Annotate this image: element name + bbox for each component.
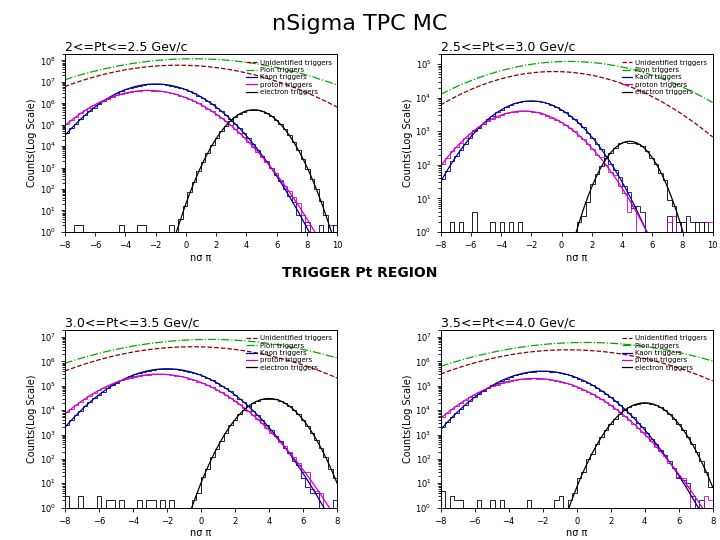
- Text: TRIGGER Pt REGION: TRIGGER Pt REGION: [282, 266, 438, 280]
- Y-axis label: Counts(Log Scale): Counts(Log Scale): [27, 99, 37, 187]
- Legend: Unidentified triggers, Pion triggers, Kaon triggers, proton triggers, electron t: Unidentified triggers, Pion triggers, Ka…: [244, 57, 333, 97]
- Y-axis label: Counts(Log Scale): Counts(Log Scale): [27, 374, 37, 463]
- Legend: Unidentified triggers, Pion triggers, Kaon triggers, proton triggers, electron t: Unidentified triggers, Pion triggers, Ka…: [620, 57, 709, 97]
- Y-axis label: Counts(Log Scale): Counts(Log Scale): [402, 99, 413, 187]
- X-axis label: nσ π: nσ π: [566, 529, 588, 538]
- Legend: Unidentified triggers, Pion triggers, Kaon triggers, proton triggers, electron t: Unidentified triggers, Pion triggers, Ka…: [620, 333, 709, 373]
- Text: 3.5<=Pt<=4.0 Gev/c: 3.5<=Pt<=4.0 Gev/c: [441, 317, 575, 330]
- Text: nSigma TPC MC: nSigma TPC MC: [272, 14, 448, 33]
- X-axis label: nσ π: nσ π: [566, 253, 588, 262]
- Y-axis label: Counts(Log Scale): Counts(Log Scale): [402, 374, 413, 463]
- Legend: Unidentified triggers, Pion triggers, Kaon triggers, proton triggers, electron t: Unidentified triggers, Pion triggers, Ka…: [244, 333, 333, 373]
- Text: 2<=Pt<=2.5 Gev/c: 2<=Pt<=2.5 Gev/c: [65, 41, 187, 54]
- Text: 3.0<=Pt<=3.5 Gev/c: 3.0<=Pt<=3.5 Gev/c: [65, 317, 199, 330]
- X-axis label: nσ π: nσ π: [190, 529, 212, 538]
- Text: 2.5<=Pt<=3.0 Gev/c: 2.5<=Pt<=3.0 Gev/c: [441, 41, 575, 54]
- X-axis label: nσ π: nσ π: [190, 253, 212, 262]
